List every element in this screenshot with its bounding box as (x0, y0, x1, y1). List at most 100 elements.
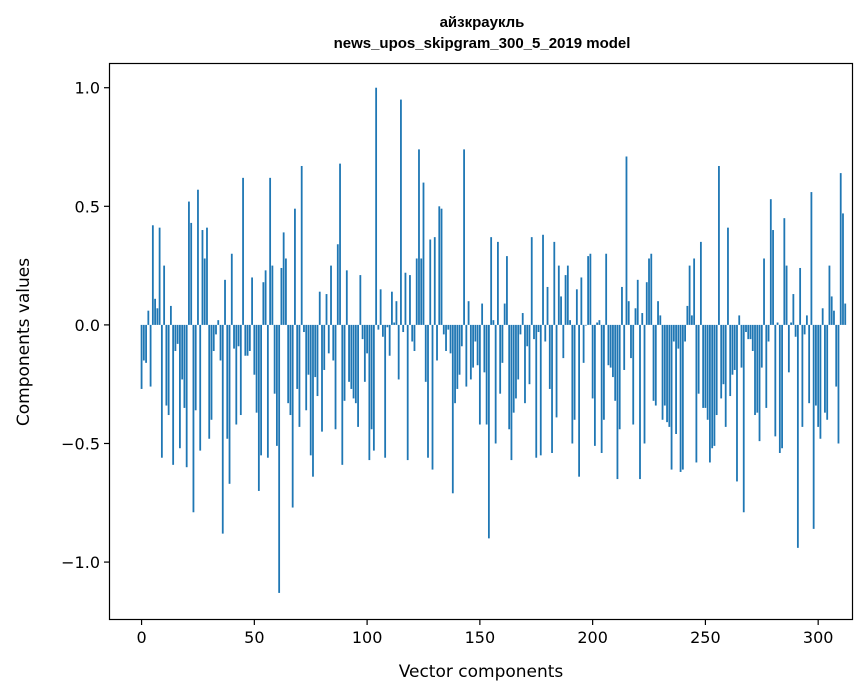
bar-component-113 (395, 301, 398, 325)
bar-component-179 (544, 324, 547, 342)
bar-component-159 (499, 324, 502, 394)
bar-component-252 (709, 324, 711, 463)
bar-component-109 (386, 324, 389, 328)
bar-component-192 (573, 324, 576, 420)
bar-component-18 (181, 324, 184, 380)
bar-component-37 (224, 279, 226, 325)
bar-component-278 (767, 324, 770, 342)
bar-component-155 (490, 237, 493, 325)
bar-component-268 (745, 324, 747, 333)
bar-component-68 (294, 208, 296, 325)
bar-component-89 (341, 324, 344, 465)
bar-component-195 (580, 277, 583, 325)
bar-component-118 (406, 324, 409, 461)
bar-component-147 (472, 324, 474, 368)
bar-component-38 (226, 324, 229, 439)
bar-component-226 (650, 253, 653, 325)
bar-component-301 (819, 324, 822, 439)
bar-component-292 (799, 267, 802, 325)
bar-component-103 (372, 324, 375, 451)
bar-component-174 (533, 324, 535, 340)
bar-component-310 (839, 173, 842, 325)
x-tick-label: 150 (465, 628, 496, 647)
y-tick-label: 0.0 (75, 316, 100, 335)
y-axis-label: Components values (14, 258, 34, 426)
bar-component-24 (194, 324, 197, 411)
bar-component-121 (413, 324, 416, 351)
bar-component-261 (729, 324, 732, 397)
bar-component-225 (648, 258, 650, 325)
bar-component-161 (503, 303, 506, 325)
bar-component-287 (787, 324, 790, 373)
bar-component-78 (316, 324, 319, 397)
bar-component-66 (289, 324, 292, 416)
bar-component-88 (339, 163, 341, 325)
bar-component-71 (300, 165, 303, 325)
bar-component-297 (810, 192, 813, 325)
bar-component-163 (508, 324, 511, 430)
y-tick-label: −0.5 (61, 434, 100, 453)
bar-component-4 (149, 324, 152, 387)
bar-component-50 (253, 324, 256, 375)
bar-component-48 (248, 324, 251, 351)
bar-component-154 (487, 324, 490, 539)
bar-component-116 (402, 324, 405, 333)
bar-component-140 (456, 324, 459, 389)
bar-component-280 (772, 230, 774, 325)
bar-component-124 (420, 258, 423, 325)
bar-component-247 (697, 324, 700, 394)
x-tick-label: 100 (352, 628, 383, 647)
bar-component-171 (526, 324, 529, 347)
bar-component-111 (391, 291, 393, 325)
bar-component-233 (666, 324, 668, 423)
bar-component-258 (722, 324, 725, 385)
bar-component-77 (314, 324, 317, 378)
bar-component-56 (266, 324, 269, 458)
bar-component-22 (190, 222, 193, 325)
bar-component-244 (690, 315, 693, 325)
bar-component-212 (618, 324, 621, 430)
bar-component-55 (264, 270, 267, 325)
bar-component-294 (803, 324, 806, 335)
bar-component-146 (469, 324, 472, 380)
y-axis-ticks: −1.0 −0.5 0.0 0.5 1.0 (61, 79, 110, 572)
bar-component-311 (842, 213, 844, 325)
bar-component-44 (239, 324, 242, 416)
bar-component-21 (188, 201, 190, 325)
chart-title-line-1: айзкраукль (440, 14, 525, 31)
bar-component-172 (528, 324, 531, 385)
bar-component-176 (537, 324, 540, 333)
bar-component-207 (607, 324, 610, 366)
bar-component-7 (156, 308, 159, 325)
bar-component-187 (562, 324, 565, 359)
bar-component-15 (174, 324, 177, 351)
bar-component-241 (684, 324, 686, 342)
bar-component-295 (805, 315, 808, 325)
bar-component-308 (835, 324, 838, 387)
bar-component-47 (246, 324, 249, 356)
bar-component-129 (431, 324, 434, 470)
bar-component-2 (145, 324, 147, 363)
bar-component-45 (242, 177, 244, 325)
plot-frame (108, 62, 854, 621)
bar-component-156 (492, 320, 495, 325)
bar-component-196 (582, 324, 585, 363)
bar-component-266 (740, 324, 743, 368)
x-tick-label: 200 (577, 628, 608, 647)
bar-component-158 (497, 241, 499, 325)
bar-component-182 (551, 324, 553, 453)
bar-component-34 (217, 320, 220, 325)
x-tick-label: 50 (244, 628, 264, 647)
bar-component-184 (555, 324, 558, 418)
bar-component-84 (330, 265, 332, 325)
bar-component-206 (605, 253, 608, 325)
bar-component-60 (275, 324, 278, 446)
bar-component-230 (659, 315, 662, 325)
bar-component-275 (760, 324, 763, 368)
bar-component-28 (203, 258, 206, 325)
bar-component-267 (742, 324, 745, 513)
bar-component-222 (641, 313, 644, 325)
bar-component-281 (774, 324, 777, 437)
bar-component-227 (652, 324, 655, 401)
bar-component-107 (381, 324, 384, 337)
